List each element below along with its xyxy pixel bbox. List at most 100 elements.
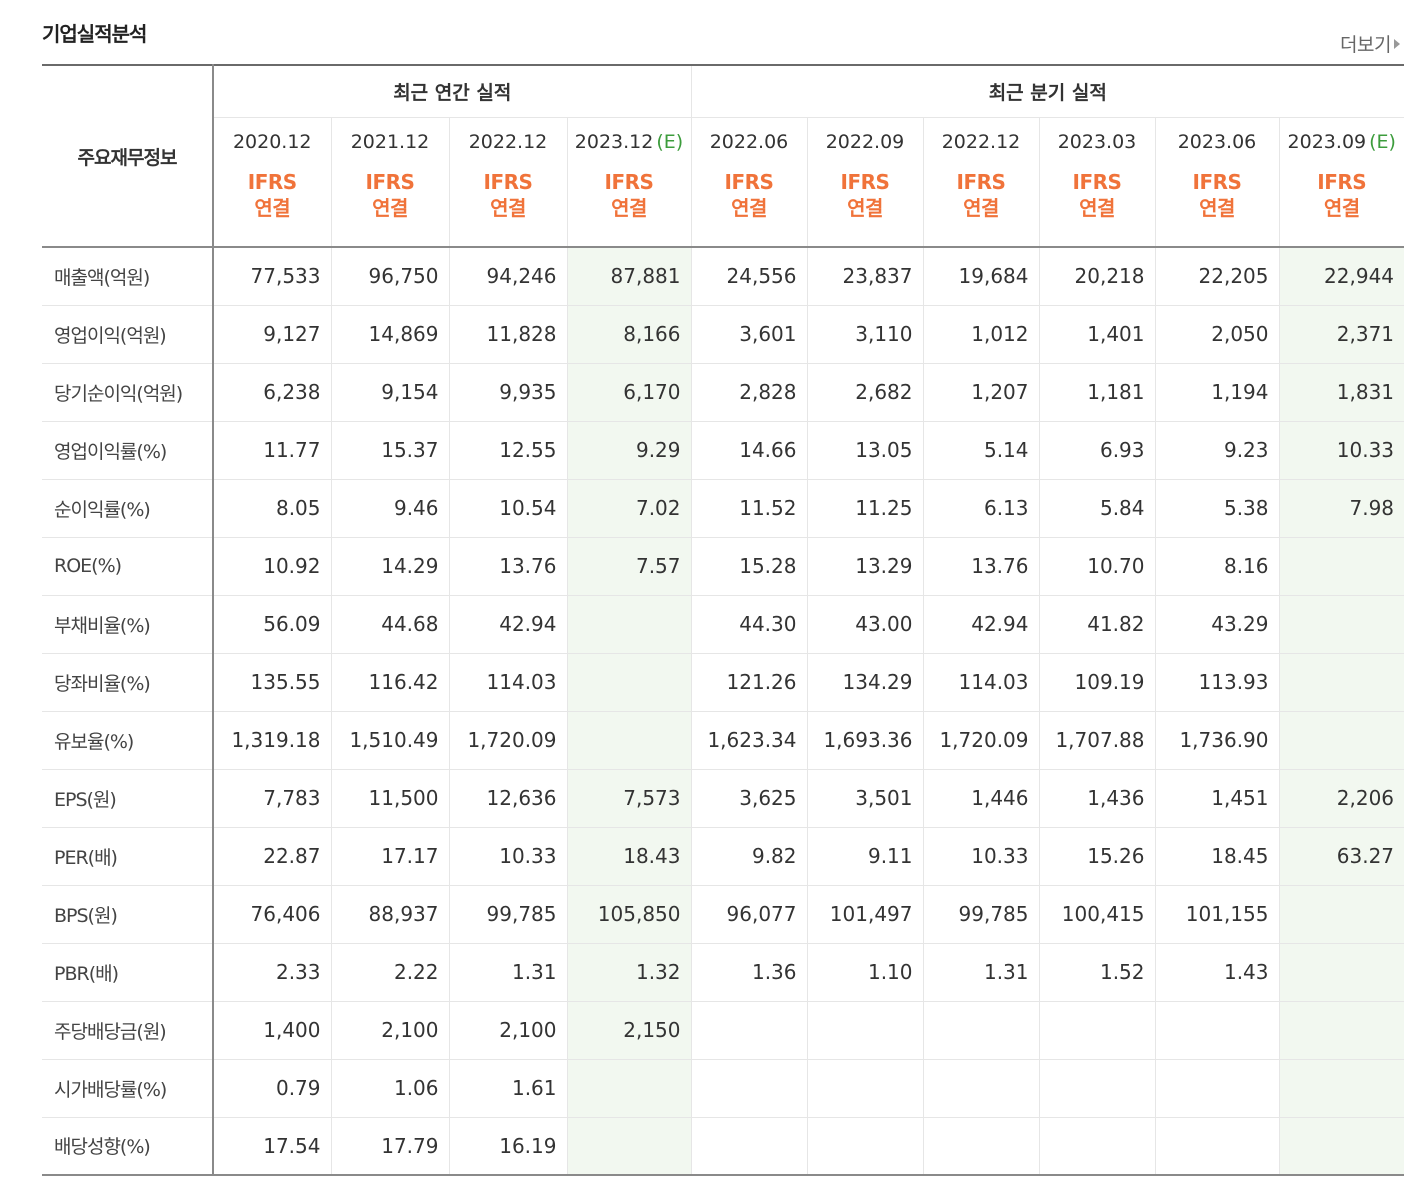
table-cell: 1.43	[1155, 943, 1280, 1002]
table-cell: 2,682	[807, 363, 924, 422]
table-cell: 1,720.09	[923, 711, 1040, 770]
table-cell: 3,625	[690, 769, 808, 828]
table-cell: 1.32	[567, 943, 692, 1002]
row-label: 주당배당금(원)	[42, 1001, 214, 1060]
table-row: EPS(원) 7,783 11,500 12,636 7,573 3,625 3,501 1,…	[42, 769, 1405, 828]
table-cell: 2,371	[1279, 305, 1405, 364]
row-label: 시가배당률(%)	[42, 1059, 214, 1118]
accounting-standard: IFRS 연결	[567, 167, 692, 248]
table-cell: 15.28	[690, 537, 808, 596]
row-label: PER(배)	[42, 827, 214, 886]
table-cell: 1,451	[1155, 769, 1280, 828]
period-header: 2023.03	[1039, 117, 1156, 167]
estimate-badge: (E)	[656, 131, 684, 154]
table-cell	[567, 1059, 692, 1118]
period-header-row: 2020.12 2021.12 2022.12 2023.12 (E) 2022.06 20…	[42, 117, 1405, 167]
table-cell: 43.29	[1155, 595, 1280, 654]
table-cell: 42.94	[923, 595, 1040, 654]
table-cell: 77,533	[213, 247, 332, 306]
row-label: 순이익률(%)	[42, 479, 214, 538]
table-cell: 1.31	[923, 943, 1040, 1002]
table-row: 시가배당률(%) 0.79 1.06 1.61	[42, 1059, 1405, 1118]
row-label: 영업이익률(%)	[42, 421, 214, 480]
table-cell: 18.43	[567, 827, 692, 886]
standard-consolidated: 연결	[847, 196, 883, 220]
standard-ifrs: IFRS	[956, 170, 1006, 194]
period-date: 2021.12	[350, 131, 430, 154]
group-header: 최근 연간 실적	[213, 65, 692, 118]
row-label: PBR(배)	[42, 943, 214, 1002]
standard-consolidated: 연결	[1323, 196, 1360, 220]
table-cell: 109.19	[1039, 653, 1156, 712]
standard-consolidated: 연결	[490, 196, 526, 220]
row-label: 영업이익(억원)	[42, 305, 214, 364]
table-cell: 1,194	[1155, 363, 1280, 422]
table-row: 부채비율(%) 56.09 44.68 42.94 44.30 43.00 42.94 41.…	[42, 595, 1405, 654]
table-cell: 10.33	[449, 827, 568, 886]
table-cell: 9.29	[567, 421, 692, 480]
table-cell: 9.11	[807, 827, 924, 886]
table-cell: 9.23	[1155, 421, 1280, 480]
period-date: 2020.12	[232, 131, 312, 154]
table-cell: 7,783	[213, 769, 332, 828]
table-cell: 1,207	[923, 363, 1040, 422]
table-cell: 7,573	[567, 769, 692, 828]
table-cell: 1,623.34	[690, 711, 808, 770]
table-cell: 1,400	[213, 1001, 332, 1060]
table-row: 순이익률(%) 8.05 9.46 10.54 7.02 11.52 11.25 6.13 5.…	[42, 479, 1405, 538]
standard-ifrs: IFRS	[840, 170, 890, 194]
table-row: 유보율(%) 1,319.18 1,510.49 1,720.09 1,623.34 1,…	[42, 711, 1405, 770]
table-cell: 2,206	[1279, 769, 1405, 828]
table-cell: 1,510.49	[331, 711, 450, 770]
table-cell: 44.68	[331, 595, 450, 654]
table-cell: 114.03	[449, 653, 568, 712]
standard-ifrs: IFRS	[247, 170, 297, 194]
table-cell: 17.17	[331, 827, 450, 886]
table-cell	[1039, 1059, 1156, 1118]
table-cell: 11.25	[807, 479, 924, 538]
table-cell	[807, 1059, 924, 1118]
table-cell: 1.10	[807, 943, 924, 1002]
period-header: 2022.12	[449, 117, 568, 167]
standard-ifrs: IFRS	[724, 170, 774, 194]
more-link[interactable]: 더보기	[1340, 30, 1400, 57]
table-cell: 1,181	[1039, 363, 1156, 422]
standard-consolidated: 연결	[731, 196, 767, 220]
table-cell: 100,415	[1039, 885, 1156, 944]
table-cell: 1,401	[1039, 305, 1156, 364]
period-date: 2022.06	[709, 131, 789, 154]
table-cell: 8,166	[567, 305, 692, 364]
period-date: 2022.09	[825, 131, 905, 154]
table-cell: 96,077	[690, 885, 808, 944]
table-cell	[1279, 1117, 1405, 1176]
table-cell: 11,500	[331, 769, 450, 828]
standard-ifrs: IFRS	[1192, 170, 1242, 194]
accounting-standard: IFRS 연결	[923, 167, 1040, 248]
table-cell: 105,850	[567, 885, 692, 944]
table-cell: 56.09	[213, 595, 332, 654]
accounting-standard: IFRS 연결	[1039, 167, 1156, 248]
table-cell	[1279, 1001, 1405, 1060]
table-row: 매출액(억원) 77,533 96,750 94,246 87,881 24,556 23,…	[42, 247, 1405, 306]
standard-header-row: IFRS 연결 IFRS 연결 IFRS 연결 IFRS 연결 IFRS 연결 IFRS 연결 IFRS…	[42, 167, 1405, 248]
more-link-label: 더보기	[1340, 34, 1391, 56]
table-cell: 23,837	[807, 247, 924, 306]
table-cell	[1155, 1059, 1280, 1118]
period-header: 2021.12	[331, 117, 450, 167]
accounting-standard: IFRS 연결	[807, 167, 924, 248]
table-cell: 14.66	[690, 421, 808, 480]
row-label: ROE(%)	[42, 537, 214, 596]
table-cell: 1.31	[449, 943, 568, 1002]
group-header: 최근 분기 실적	[690, 65, 1405, 118]
table-cell: 1.06	[331, 1059, 450, 1118]
period-date: 2023.12	[574, 131, 654, 154]
table-row: 영업이익(억원) 9,127 14,869 11,828 8,166 3,601 3,110…	[42, 305, 1405, 364]
table-cell: 10.54	[449, 479, 568, 538]
table-cell: 6,238	[213, 363, 332, 422]
table-cell	[1155, 1001, 1280, 1060]
standard-consolidated: 연결	[963, 196, 999, 220]
table-cell: 94,246	[449, 247, 568, 306]
table-cell: 7.57	[567, 537, 692, 596]
table-cell: 6.93	[1039, 421, 1156, 480]
table-cell: 6.13	[923, 479, 1040, 538]
